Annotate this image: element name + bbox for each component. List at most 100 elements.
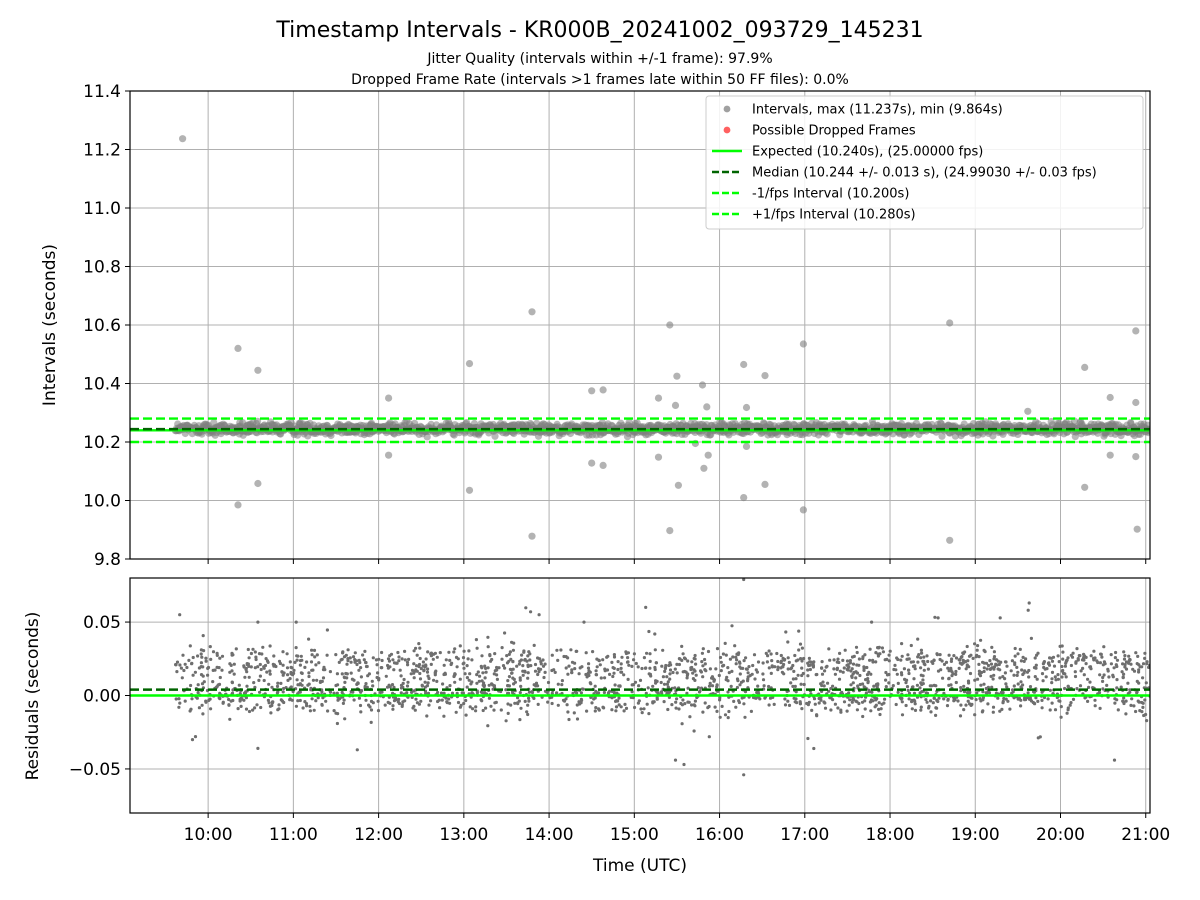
interval-outlier-point [1081, 363, 1089, 371]
residual-point [1046, 661, 1051, 666]
residual-point [755, 670, 760, 674]
residual-point [962, 708, 966, 712]
residual-point [806, 674, 810, 678]
residual-point [429, 662, 433, 667]
residual-point [460, 691, 464, 695]
residual-point [448, 684, 452, 688]
residual-point [919, 648, 924, 652]
residual-point [567, 664, 571, 668]
residual-point [465, 685, 469, 689]
residual-point [442, 691, 446, 695]
residual-point [1101, 687, 1105, 691]
residual-point [713, 705, 717, 709]
residual-point [748, 674, 752, 678]
residual-point [1130, 697, 1134, 701]
residual-point [607, 691, 611, 695]
residual-point [357, 696, 361, 700]
residual-point [1075, 687, 1079, 691]
residual-point [453, 647, 457, 651]
jitter-quality-subtitle: Jitter Quality (intervals within +/-1 fr… [426, 51, 772, 67]
residual-point [603, 667, 607, 671]
residual-point [230, 669, 234, 673]
residual-point [500, 657, 504, 661]
residual-point [680, 644, 684, 649]
residual-point [988, 667, 993, 672]
residual-point [706, 649, 711, 654]
residual-point [320, 703, 324, 707]
residual-point [518, 718, 522, 722]
residual-point [197, 706, 201, 710]
residual-point [910, 685, 915, 689]
residual-point [710, 676, 714, 680]
residual-point [484, 706, 488, 710]
residual-point [932, 696, 936, 700]
residual-point [296, 683, 300, 687]
residual-point [230, 681, 234, 685]
residual-point [959, 703, 963, 707]
residual-point [1078, 684, 1083, 688]
residual-point [289, 665, 293, 670]
residual-point [1064, 661, 1068, 665]
residual-point [285, 652, 289, 656]
residual-point [820, 683, 824, 688]
residual-point [527, 690, 532, 694]
residual-point [1063, 664, 1067, 668]
residual-point [462, 666, 466, 670]
residual-point [432, 678, 436, 682]
residual-point [464, 698, 468, 703]
interval-outlier-point [385, 451, 393, 459]
residual-point [653, 632, 657, 636]
residual-point [536, 672, 540, 677]
residual-point [1063, 686, 1067, 691]
residual-point [686, 686, 690, 690]
residual-point [827, 647, 831, 651]
residual-point [1136, 699, 1140, 703]
residual-point [231, 653, 235, 657]
residual-point [1066, 706, 1070, 710]
residual-point [252, 681, 256, 685]
residual-point [439, 691, 444, 695]
residual-point [1073, 674, 1078, 679]
residual-point [947, 683, 951, 688]
residual-point [929, 699, 933, 703]
residual-point [848, 698, 852, 702]
residual-point [1001, 701, 1005, 705]
residual-point [739, 680, 744, 684]
intervals-y-tick-label: 11.4 [83, 82, 121, 102]
residual-point [177, 705, 181, 709]
residual-point [441, 682, 445, 686]
residual-point [842, 666, 846, 670]
residual-point [957, 658, 961, 662]
residual-point [756, 684, 760, 688]
residual-point [275, 684, 280, 689]
residual-point [685, 676, 689, 680]
time-x-tick-label: 15:00 [610, 825, 659, 845]
residual-point [436, 690, 440, 695]
residual-point [636, 665, 640, 669]
residual-point [906, 653, 910, 657]
residual-point [855, 708, 860, 712]
residual-point [431, 657, 435, 661]
interval-outlier-point [599, 461, 607, 469]
residual-point [402, 677, 406, 682]
residual-point [1016, 682, 1020, 686]
residual-point [1040, 672, 1045, 676]
residual-point [556, 682, 560, 686]
residual-point [1144, 712, 1148, 717]
residual-point [1122, 672, 1126, 676]
residual-point [1097, 691, 1102, 695]
residual-point [1074, 660, 1078, 664]
residual-point [800, 666, 804, 670]
intervals-plot: 9.8 10.0 10.2 10.4 10.6 10.8 11.0 11.2 11.4 Inte… [40, 82, 1151, 570]
residual-point [425, 684, 429, 688]
residual-point [1064, 675, 1068, 679]
residual-point [403, 649, 407, 654]
residual-point [985, 691, 989, 695]
residual-point [1122, 657, 1127, 661]
residual-point [884, 685, 888, 689]
residual-point [646, 686, 650, 690]
residual-point [523, 657, 527, 662]
residual-point [1134, 709, 1138, 714]
residuals-y-tick-label: 0.05 [83, 613, 121, 633]
residual-point [703, 662, 707, 666]
